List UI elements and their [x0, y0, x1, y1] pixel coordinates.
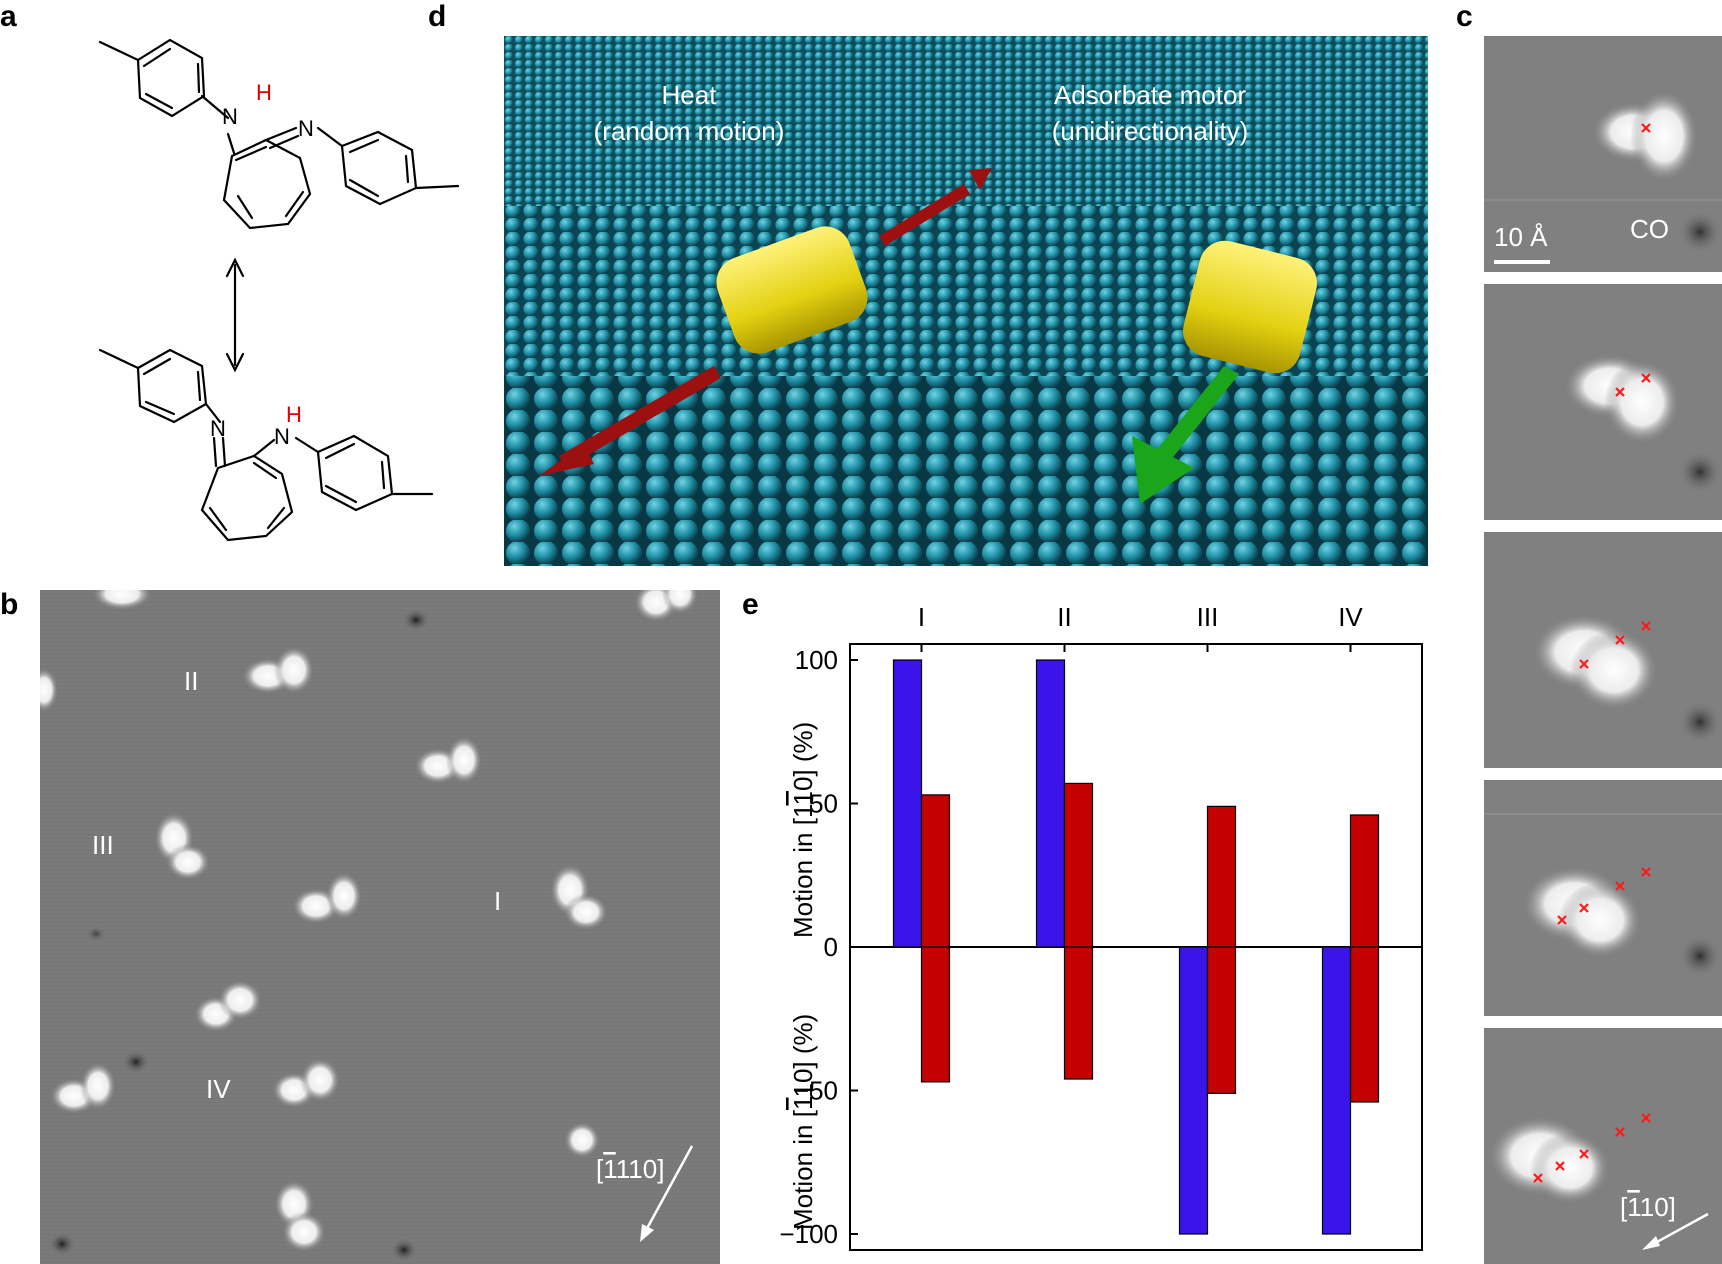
- bar-red-positive-0: [920, 794, 951, 948]
- bar-red-negative-2: [1206, 946, 1237, 1094]
- molecule-label-ii: II: [184, 666, 198, 696]
- surface-defects: [48, 608, 430, 1262]
- stm-sequence: 10 Å CO [110]: [1484, 36, 1722, 1264]
- tolyl-ring-top-right: [340, 130, 418, 206]
- unidirectionality-label: (unidirectionality): [1052, 116, 1249, 146]
- bottom-imine-n: N: [210, 416, 226, 441]
- stm-frame-4: [1484, 780, 1722, 1016]
- bar-red-negative-1: [1063, 946, 1094, 1080]
- tolyl-ring-bottom-right: [316, 434, 394, 512]
- y-tick-label-2: 0: [824, 932, 838, 962]
- y-tick-label-1: 50: [809, 789, 838, 819]
- y-axis-label-bottom: Motion in [110] (%): [788, 1014, 818, 1230]
- stm-frame-1: [1484, 36, 1722, 272]
- bar-red-positive-1: [1063, 782, 1094, 948]
- stm-frame-2: [1484, 284, 1722, 520]
- bottom-amine-h: H: [286, 402, 302, 427]
- adsorbed-molecules: [40, 590, 698, 1252]
- random-motion-arrow: [539, 168, 992, 476]
- chemical-structures: N H N N N H: [98, 38, 460, 542]
- random-motion-label: (random motion): [594, 116, 785, 146]
- panel-letter-c: c: [1456, 0, 1473, 33]
- panel-letter-e: e: [742, 588, 759, 621]
- stm-frame-3: [1484, 532, 1722, 768]
- cycloheptatriene-top: [222, 138, 312, 230]
- bar-blue-2: [1178, 946, 1209, 1235]
- direction-label-c: [110]: [1620, 1192, 1676, 1222]
- bar-red-negative-0: [920, 946, 951, 1083]
- position-markers: [1533, 123, 1651, 1183]
- direction-label-b: [1110]: [596, 1154, 664, 1184]
- y-axis-label-top: Motion in [110] (%): [788, 722, 818, 938]
- tolyl-ring-top-left: [136, 38, 206, 118]
- unidirectional-arrow: [1132, 366, 1239, 504]
- adsorbate-motor-label: Adsorbate motor: [1054, 80, 1247, 110]
- bottom-amine-n: N: [274, 424, 290, 449]
- heat-label: Heat: [662, 80, 718, 110]
- bar-red-negative-3: [1349, 946, 1380, 1103]
- molecule-label-i: I: [494, 886, 501, 916]
- bar-red-positive-2: [1206, 805, 1237, 948]
- panel-letter-a: a: [0, 0, 17, 33]
- y-tick-label-4: −100: [779, 1219, 838, 1249]
- bar-blue-1: [1035, 659, 1066, 948]
- bar-blue-3: [1321, 946, 1352, 1235]
- category-label-1: II: [1057, 602, 1071, 632]
- co-label: CO: [1630, 214, 1669, 244]
- adsorbate-motor-illustration: Heat (random motion) Adsorbate motor (un…: [504, 36, 1428, 566]
- category-label-0: I: [918, 602, 925, 632]
- top-amine-h: H: [256, 80, 272, 105]
- panel-letter-d: d: [428, 0, 447, 33]
- stm-overview-image: II III I IV [1110]: [40, 590, 720, 1264]
- scalebar-label: 10 Å: [1494, 222, 1548, 252]
- category-label-2: III: [1197, 602, 1219, 632]
- bar-blue-0: [892, 659, 923, 948]
- y-tick-label-0: 100: [795, 645, 838, 675]
- tolyl-ring-bottom-left: [136, 348, 208, 424]
- direction-arrow-b: [642, 1145, 694, 1235]
- adsorbate-block-right: [1183, 240, 1317, 374]
- molecule-label-iv: IV: [206, 1074, 231, 1104]
- cycloheptatriene-bottom: [200, 454, 294, 542]
- y-tick-label-3: −50: [794, 1076, 838, 1106]
- adsorbate-block-left: [716, 226, 868, 354]
- bar-red-positive-3: [1349, 814, 1380, 948]
- molecule-label-iii: III: [92, 830, 114, 860]
- stm-frame-5: [1484, 1028, 1722, 1264]
- top-amine-n: N: [222, 104, 238, 129]
- top-imine-n: N: [298, 116, 314, 141]
- category-label-3: IV: [1338, 602, 1363, 632]
- panel-letter-b: b: [0, 588, 19, 621]
